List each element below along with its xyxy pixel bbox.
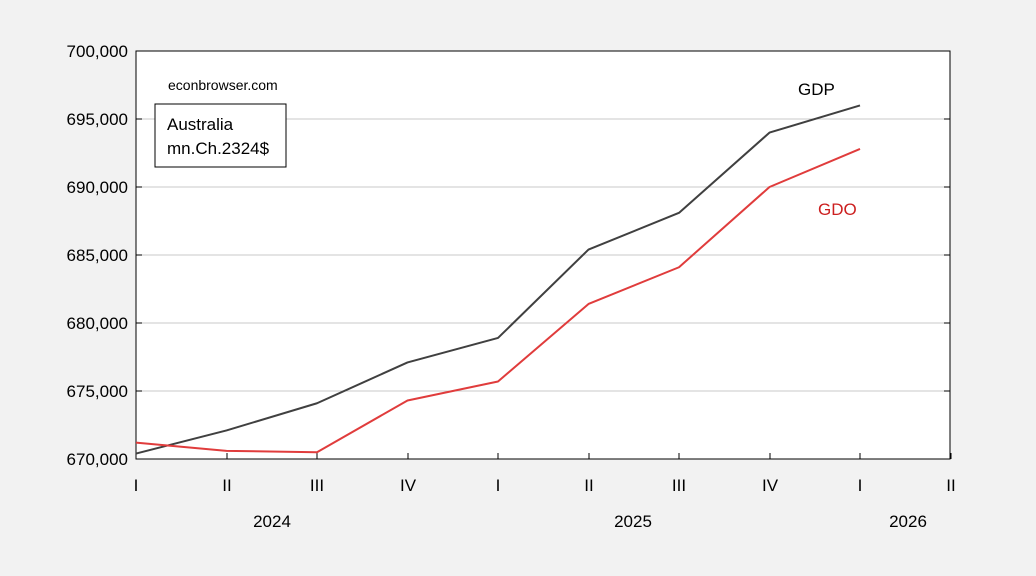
x-tick-label: II	[222, 476, 231, 495]
series-label-gdp: GDP	[798, 80, 835, 99]
year-label-2026: 2026	[889, 512, 927, 531]
x-tick-label: IV	[400, 476, 417, 495]
box-line-1: Australia	[167, 115, 234, 134]
x-axis: I II III IV I II III IV I II	[134, 453, 956, 495]
series-line-gdp	[135, 104, 861, 455]
series-label-gdo: GDO	[818, 200, 857, 219]
year-label-2025: 2025	[614, 512, 652, 531]
y-tick-label: 695,000	[67, 110, 128, 129]
source-label: econbrowser.com	[168, 77, 278, 93]
y-tick-label: 675,000	[67, 382, 128, 401]
y-axis: 670,000 675,000 680,000 685,000 690,000 695,0…	[67, 42, 950, 469]
y-tick-label: 685,000	[67, 246, 128, 265]
x-tick-label: II	[946, 476, 955, 495]
x-tick-label: I	[134, 476, 139, 495]
x-tick-label: IV	[762, 476, 779, 495]
year-label-2024: 2024	[253, 512, 291, 531]
y-tick-label: 680,000	[67, 314, 128, 333]
y-tick-label: 700,000	[67, 42, 128, 61]
x-tick-label: I	[496, 476, 501, 495]
series-lines	[135, 104, 861, 455]
x-tick-label: III	[672, 476, 686, 495]
x-tick-label: I	[858, 476, 863, 495]
series-line-gdo	[135, 147, 861, 454]
x-tick-label: II	[584, 476, 593, 495]
y-tick-label: 690,000	[67, 178, 128, 197]
legend-box	[154, 103, 287, 168]
x-tick-label: III	[310, 476, 324, 495]
box-line-2: mn.Ch.2324$	[167, 139, 270, 158]
y-tick-label: 670,000	[67, 450, 128, 469]
